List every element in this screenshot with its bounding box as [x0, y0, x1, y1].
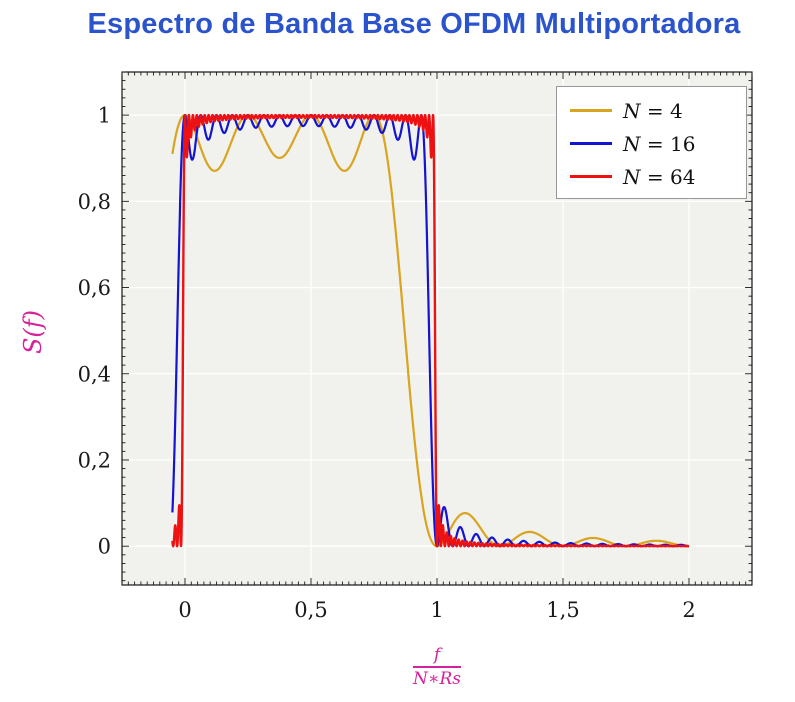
legend-label: N = 4 — [623, 98, 683, 123]
y-tick-label: 0,4 — [78, 362, 111, 386]
x-tick-label: 2 — [682, 598, 695, 622]
legend-line-sample — [570, 142, 612, 145]
chart-title: Espectro de Banda Base OFDM Multiportado… — [87, 8, 741, 40]
legend: N = 4 N = 16 N = 64 — [556, 86, 747, 199]
legend-item: N = 16 — [570, 127, 746, 160]
y-tick-label: 0,6 — [78, 276, 111, 300]
legend-item: N = 4 — [570, 94, 746, 127]
legend-label: N = 16 — [623, 131, 696, 156]
y-axis-label-text: S(f) — [19, 309, 47, 355]
x-axis-label-fraction: f N∗Rs — [413, 645, 461, 689]
legend-line-sample — [570, 175, 612, 178]
x-tick-label: 0,5 — [294, 598, 327, 622]
x-tick-label: 0 — [178, 598, 191, 622]
y-tick-label: 0,8 — [78, 190, 111, 214]
legend-line-sample — [570, 109, 612, 112]
x-tick-label: 1 — [430, 598, 443, 622]
curve-N=16 — [171, 113, 690, 548]
fraction-bar — [413, 666, 461, 668]
x-tick-label: 1,5 — [546, 598, 579, 622]
y-tick-label: 1 — [98, 104, 111, 128]
fraction-numerator: f — [433, 645, 441, 665]
y-tick-label: 0,2 — [78, 448, 111, 472]
y-axis-label: S(f) — [19, 257, 49, 407]
fraction-denominator: N∗Rs — [413, 668, 461, 689]
legend-label: N = 64 — [623, 164, 696, 189]
tick-labels: 0 0,5 1 1,5 2 0 0,2 0,4 0,6 0,8 1 — [78, 104, 696, 622]
y-tick-label: 0 — [98, 535, 111, 559]
x-axis-label: f N∗Rs — [377, 645, 497, 689]
legend-item: N = 64 — [570, 160, 746, 193]
axis-ticks — [121, 71, 753, 585]
curve-N=64 — [171, 113, 690, 548]
